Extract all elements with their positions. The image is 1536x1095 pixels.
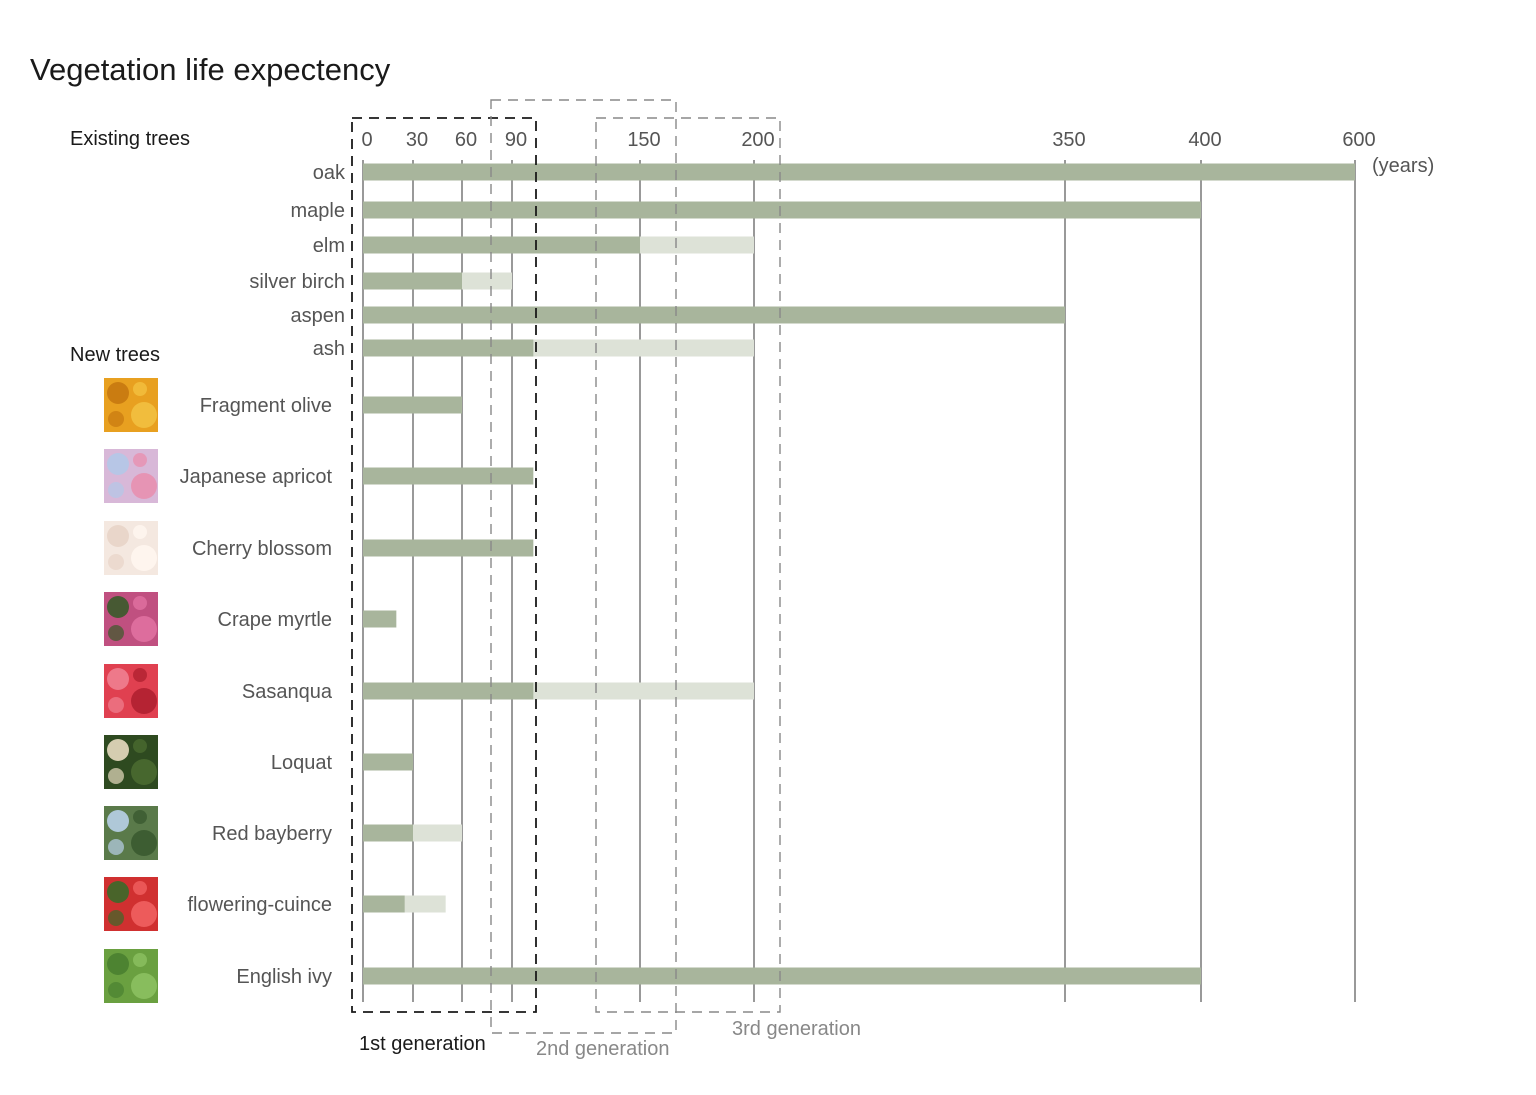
- bar-aspen: [363, 306, 1065, 324]
- generation-boxes: 1st generation 2nd generation 3rd generati…: [351, 99, 861, 1060]
- bar-fragment-olive: [363, 396, 462, 414]
- x-tick-label-30: 30: [406, 129, 428, 151]
- white-blossom-thumbnail: [104, 521, 158, 575]
- x-tick-label-400: 400: [1188, 129, 1221, 151]
- tree-thumbnails: [104, 378, 158, 1003]
- x-tick-label-60: 60: [455, 129, 477, 151]
- row-label-sasanqua: Sasanqua: [242, 681, 333, 703]
- row-label-maple: maple: [291, 200, 345, 222]
- magenta-flower-thumbnail: [104, 592, 158, 646]
- bar-sasanqua: [363, 682, 534, 700]
- bar-flowering-cuince: [363, 895, 405, 913]
- row-label-flowering-cuince: flowering-cuince: [187, 894, 332, 916]
- row-label-red-bayberry: Red bayberry: [212, 823, 332, 845]
- bar-ash: [363, 339, 534, 357]
- generation-box-1: [351, 117, 537, 1013]
- x-axis-unit-label: (years): [1372, 155, 1434, 177]
- bars: [363, 163, 1355, 985]
- x-tick-label-150: 150: [627, 129, 660, 151]
- row-label-elm: elm: [313, 235, 345, 257]
- row-label-loquat: Loquat: [271, 752, 333, 774]
- row-labels: oak maple elm silver birch aspen ash Fragment …: [180, 162, 346, 988]
- grid-lines: [362, 160, 1356, 1002]
- generation-label-3: 3rd generation: [732, 1018, 861, 1040]
- bar-oak: [363, 163, 1355, 181]
- bar-english-ivy: [363, 967, 1201, 985]
- generation-box-3: [595, 117, 781, 1013]
- bar-maple: [363, 201, 1201, 219]
- row-label-aspen: aspen: [291, 305, 346, 327]
- bar-cherry-blossom: [363, 539, 534, 557]
- row-label-cherry-blossom: Cherry blossom: [192, 538, 332, 560]
- x-axis-ticks: 0 30 60 90 150 200 350 400 600: [361, 129, 1375, 151]
- bar-loquat: [363, 753, 413, 771]
- orange-flower-thumbnail: [104, 378, 158, 432]
- x-tick-label-350: 350: [1052, 129, 1085, 151]
- section-label-existing-trees: Existing trees: [70, 128, 190, 150]
- bar-silver-birch: [363, 272, 462, 290]
- bar-crape-myrtle: [363, 610, 397, 628]
- generation-box-2: [490, 99, 677, 1034]
- bar-japanese-apricot: [363, 467, 534, 485]
- quince-flower-thumbnail: [104, 877, 158, 931]
- x-tick-label-0: 0: [361, 129, 372, 151]
- bar-red-bayberry: [363, 824, 413, 842]
- row-label-ash: ash: [313, 338, 345, 360]
- generation-label-2: 2nd generation: [536, 1038, 669, 1060]
- generation-label-1: 1st generation: [359, 1033, 486, 1055]
- row-label-silver-birch: silver birch: [249, 271, 345, 293]
- bar-elm: [363, 236, 640, 254]
- loquat-flower-thumbnail: [104, 735, 158, 789]
- row-label-oak: oak: [313, 162, 346, 184]
- row-label-english-ivy: English ivy: [236, 966, 332, 988]
- row-label-crape-myrtle: Crape myrtle: [218, 609, 332, 631]
- x-tick-label-200: 200: [741, 129, 774, 151]
- section-label-new-trees: New trees: [70, 344, 160, 366]
- ivy-leaves-thumbnail: [104, 949, 158, 1003]
- chart-title: Vegetation life expectency: [30, 52, 391, 87]
- red-flower-thumbnail: [104, 664, 158, 718]
- row-label-fragment-olive: Fragment olive: [200, 395, 332, 417]
- row-label-japanese-apricot: Japanese apricot: [180, 466, 333, 488]
- x-tick-label-90: 90: [505, 129, 527, 151]
- bayberry-leaves-thumbnail: [104, 806, 158, 860]
- x-tick-label-600: 600: [1342, 129, 1375, 151]
- pink-blossom-thumbnail: [104, 449, 158, 503]
